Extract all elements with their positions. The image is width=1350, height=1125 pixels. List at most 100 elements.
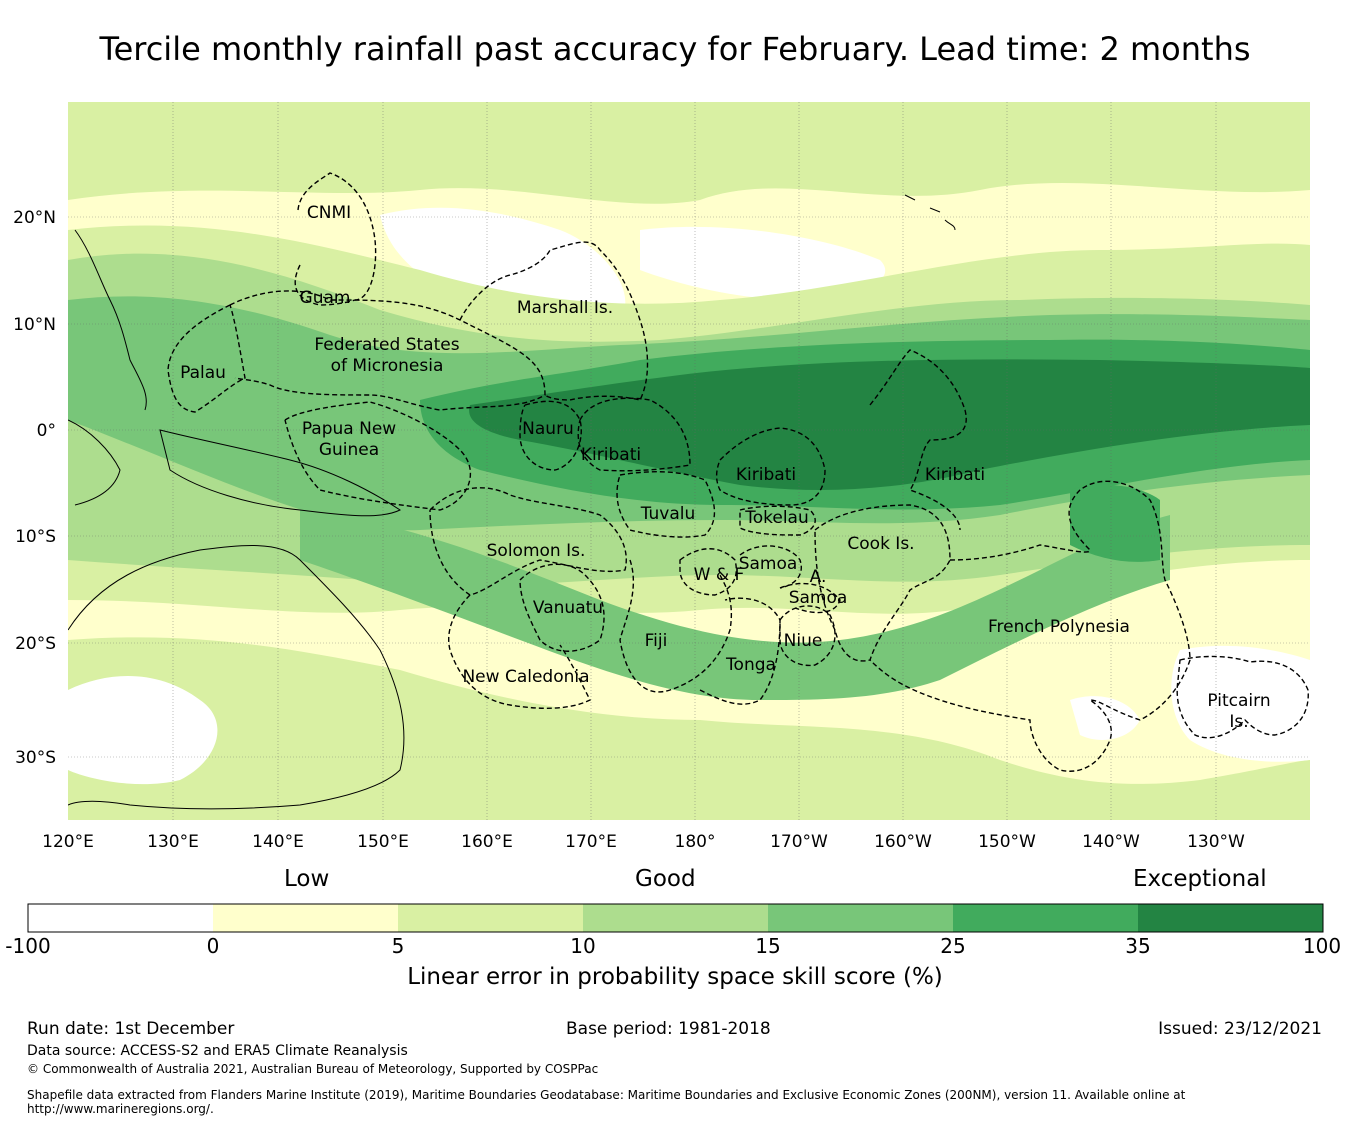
eez-cnmi bbox=[297, 172, 377, 301]
eez-solomon bbox=[429, 487, 627, 596]
lon-label: 150°E bbox=[357, 832, 409, 852]
region-label-tuvalu: Tuvalu bbox=[640, 504, 696, 524]
lat-label: 20°N bbox=[13, 208, 56, 228]
region-label-png: Papua New bbox=[302, 419, 396, 439]
lat-label: 0° bbox=[37, 421, 56, 441]
coast-hawaii bbox=[904, 194, 956, 231]
graticule bbox=[68, 102, 1310, 820]
lon-label: 180° bbox=[675, 832, 716, 852]
lat-label: 10°S bbox=[15, 527, 56, 547]
region-label-wf: W & F bbox=[694, 565, 745, 585]
region-label-palau: Palau bbox=[180, 363, 226, 383]
eez-cook bbox=[814, 504, 951, 662]
lon-label: 140°W bbox=[1082, 832, 1140, 852]
eez-kiribati-c bbox=[715, 427, 826, 506]
eez-kiribati-e bbox=[869, 349, 967, 531]
coastlines bbox=[68, 194, 956, 810]
region-label-samoa: Samoa bbox=[739, 554, 798, 574]
eez-tokelau bbox=[739, 505, 816, 536]
region-label-solomon: Solomon Is. bbox=[487, 541, 586, 561]
colorbar-tick: 10 bbox=[570, 934, 596, 958]
lon-label: 170°W bbox=[770, 832, 828, 852]
region-label-tokelau: Tokelau bbox=[744, 508, 809, 528]
colorbar-tick: 0 bbox=[206, 934, 220, 958]
colorbar-tick: 35 bbox=[1125, 934, 1151, 958]
copyright: © Commonwealth of Australia 2021, Austra… bbox=[27, 1062, 599, 1076]
lat-label: 30°S bbox=[15, 748, 56, 768]
lon-label: 130°W bbox=[1187, 832, 1245, 852]
region-label-png: Guinea bbox=[319, 440, 379, 460]
region-label-niue: Niue bbox=[784, 631, 823, 651]
band-north-light bbox=[68, 102, 1310, 204]
eez-palau bbox=[167, 304, 246, 413]
patch-white-north2 bbox=[640, 226, 886, 300]
south-light bbox=[68, 637, 1310, 820]
region-label-guam: Guam bbox=[300, 288, 351, 308]
region-label-vanuatu: Vanuatu bbox=[533, 598, 603, 618]
lon-label: 170°E bbox=[565, 832, 617, 852]
colorbar-segment bbox=[1138, 904, 1323, 932]
colorbar-segment bbox=[213, 904, 398, 932]
eez-marshall bbox=[459, 241, 649, 401]
colorbar-segment bbox=[28, 904, 213, 932]
spcz-dark bbox=[1070, 484, 1160, 562]
data-source: Data source: ACCESS-S2 and ERA5 Climate … bbox=[27, 1043, 408, 1059]
eez-nauru bbox=[519, 400, 582, 471]
eez-fsm bbox=[229, 290, 546, 411]
eez-newcal bbox=[448, 594, 591, 709]
region-label-kiribati-c: Kiribati bbox=[736, 465, 796, 485]
region-label-newcal: New Caledonia bbox=[462, 667, 589, 687]
colorbar-frame bbox=[27, 903, 1324, 933]
category-low: Low bbox=[284, 866, 330, 892]
eez-tonga bbox=[699, 597, 781, 705]
shapefile-credit: Shapefile data extracted from Flanders M… bbox=[27, 1088, 1186, 1116]
lon-label: 120°E bbox=[42, 832, 94, 852]
lon-label: 140°E bbox=[252, 832, 304, 852]
spcz-green bbox=[300, 510, 1170, 700]
region-label-frpoly: French Polynesia bbox=[988, 617, 1130, 637]
region-label-kiribati-e: Kiribati bbox=[925, 465, 985, 485]
eez-asamoa bbox=[779, 582, 841, 614]
belt-darkest bbox=[469, 359, 1310, 490]
colorbar-tick: 25 bbox=[940, 934, 966, 958]
eez-wf bbox=[679, 548, 737, 596]
coast-australia bbox=[68, 545, 405, 810]
eez-pitcairn bbox=[1176, 655, 1309, 739]
coast-borneo bbox=[68, 419, 121, 506]
region-label-cook: Cook Is. bbox=[847, 534, 914, 554]
eez-guam bbox=[294, 264, 356, 306]
issued-date: Issued: 23/12/2021 bbox=[1158, 1019, 1322, 1039]
region-label-nauru: Nauru bbox=[522, 419, 574, 439]
region-label-asamoa: Samoa bbox=[789, 588, 848, 608]
region-label-fiji: Fiji bbox=[645, 631, 668, 651]
colorbar-segment bbox=[398, 904, 583, 932]
colorbar-tick: 5 bbox=[391, 934, 405, 958]
region-label-marshall: Marshall Is. bbox=[517, 298, 613, 318]
category-exceptional: Exceptional bbox=[1133, 866, 1267, 892]
lat-label: 10°N bbox=[13, 315, 56, 335]
colorbar-segment bbox=[768, 904, 953, 932]
region-label-pitcairn: Pitcairn bbox=[1207, 691, 1270, 711]
eez-frpoly bbox=[869, 480, 1191, 772]
colorbar-tick: -100 bbox=[5, 934, 51, 958]
region-label-kiribati-w: Kiribati bbox=[581, 445, 641, 465]
region-label-cnmi: CNMI bbox=[307, 203, 351, 223]
region-label-asamoa: A. bbox=[810, 567, 827, 587]
coast-newguinea bbox=[159, 429, 401, 517]
patch-white-se bbox=[1171, 645, 1310, 762]
region-label-tonga: Tonga bbox=[725, 655, 776, 675]
map-title: Tercile monthly rainfall past accuracy f… bbox=[99, 30, 1251, 68]
lon-label: 160°E bbox=[461, 832, 513, 852]
colorbar-title: Linear error in probability space skill … bbox=[407, 964, 943, 990]
eez-kiribati-w bbox=[577, 397, 691, 472]
lon-label: 160°W bbox=[874, 832, 932, 852]
patch-white-sw bbox=[68, 676, 218, 785]
lon-label: 130°E bbox=[147, 832, 199, 852]
eez-tuvalu bbox=[616, 471, 716, 538]
colorbar-tick: 100 bbox=[1302, 934, 1342, 958]
eez-boundaries bbox=[167, 172, 1309, 772]
eez-fiji bbox=[619, 559, 732, 693]
colorbar-segment bbox=[583, 904, 768, 932]
region-label-fsm: Federated States bbox=[314, 335, 459, 355]
region-label-fsm: of Micronesia bbox=[331, 356, 444, 376]
